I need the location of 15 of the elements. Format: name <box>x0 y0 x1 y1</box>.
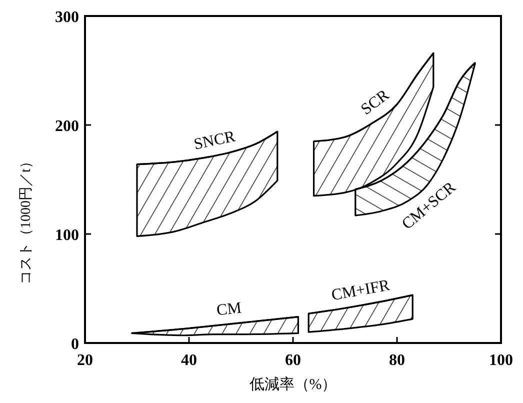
y-tick-label: 200 <box>55 118 79 135</box>
x-tick-label: 60 <box>285 352 301 369</box>
x-tick-label: 100 <box>489 352 513 369</box>
text: CM+IFR <box>330 276 392 304</box>
y-tick-label: 300 <box>55 9 79 26</box>
x-axis-title: 低減率（%） <box>249 376 337 393</box>
y-tick-label: 0 <box>71 336 79 353</box>
y-axis-title: コスト（1000円／t） <box>19 154 34 284</box>
y-tick-label: 100 <box>55 227 79 244</box>
x-tick-label: 40 <box>181 352 197 369</box>
text: CM <box>216 300 242 320</box>
x-tick-label: 20 <box>77 352 93 369</box>
text: SCR <box>358 86 393 118</box>
x-tick-label: 80 <box>389 352 405 369</box>
text: SNCR <box>192 128 238 154</box>
